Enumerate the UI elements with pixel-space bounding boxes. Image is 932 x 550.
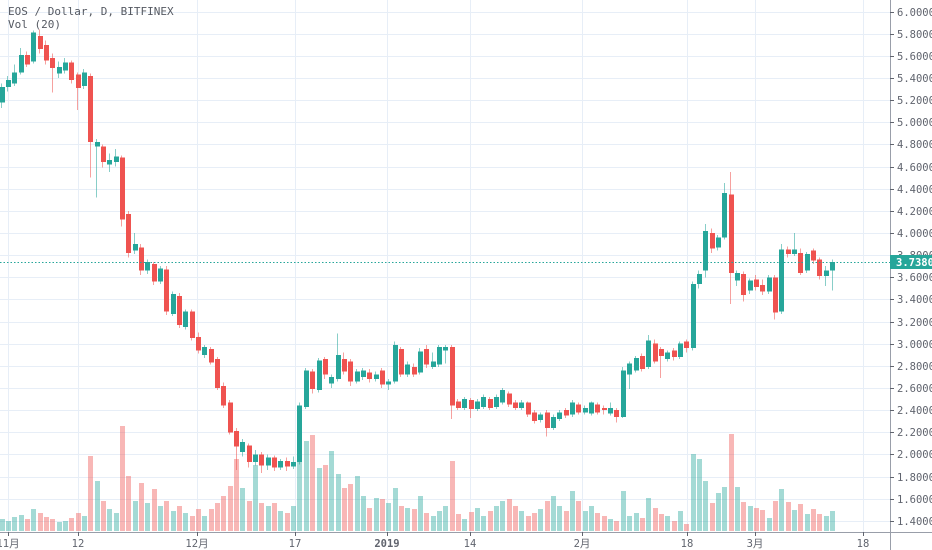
price-tick-label: 3.4000: [897, 294, 932, 306]
price-tick-label: 5.8000: [897, 29, 932, 41]
time-tick-label: 11月: [0, 538, 20, 550]
last-price-value: 3.7380: [896, 257, 932, 269]
time-tick-label: 14: [464, 538, 477, 550]
volume-indicator-label[interactable]: Vol (20): [8, 18, 61, 31]
price-tick-label: 1.4000: [897, 516, 932, 528]
volume-bars: [0, 426, 835, 531]
time-tick-label: 2019: [374, 538, 399, 550]
chart-legend: EOS / Dollar, D, BITFINEX Vol (20): [8, 5, 174, 31]
time-axis[interactable]: 11月 12 12月 17 2019 14 2月 18 3月 18: [0, 532, 869, 550]
price-tick-label: 5.6000: [897, 51, 932, 63]
price-tick-label: 2.4000: [897, 405, 932, 417]
time-tick-label: 18: [857, 538, 870, 550]
price-tick-label: 2.0000: [897, 449, 932, 461]
price-tick-label: 1.6000: [897, 494, 932, 506]
price-tick-label: 2.6000: [897, 383, 932, 395]
price-tick-label: 4.4000: [897, 184, 932, 196]
grid-lines: [0, 0, 890, 532]
price-tick-label: 4.8000: [897, 139, 932, 151]
price-axis[interactable]: 6.0000 5.8000 5.6000 5.4000 5.2000 5.0000 4.80…: [890, 7, 932, 528]
price-tick-label: 5.4000: [897, 73, 932, 85]
candles-layer: [0, 29, 835, 474]
price-tick-label: 5.0000: [897, 117, 932, 129]
price-tick-label: 4.2000: [897, 206, 932, 218]
price-tick-label: 2.8000: [897, 361, 932, 373]
time-tick-label: 3月: [747, 538, 764, 550]
time-tick-label: 12月: [185, 538, 208, 550]
time-tick-label: 17: [289, 538, 302, 550]
last-price-badge: 3.7380: [890, 255, 932, 269]
symbol-title[interactable]: EOS / Dollar, D, BITFINEX: [8, 5, 174, 18]
price-tick-label: 6.0000: [897, 7, 932, 19]
price-tick-label: 4.6000: [897, 162, 932, 174]
time-tick-label: 2月: [574, 538, 591, 550]
time-tick-label: 12: [72, 538, 85, 550]
price-tick-label: 1.8000: [897, 472, 932, 484]
price-tick-label: 5.2000: [897, 95, 932, 107]
price-tick-label: 2.2000: [897, 427, 932, 439]
price-tick-label: 4.0000: [897, 228, 932, 240]
price-tick-label: 3.6000: [897, 272, 932, 284]
price-tick-label: 3.0000: [897, 339, 932, 351]
price-tick-label: 3.2000: [897, 317, 932, 329]
time-tick-label: 18: [681, 538, 694, 550]
